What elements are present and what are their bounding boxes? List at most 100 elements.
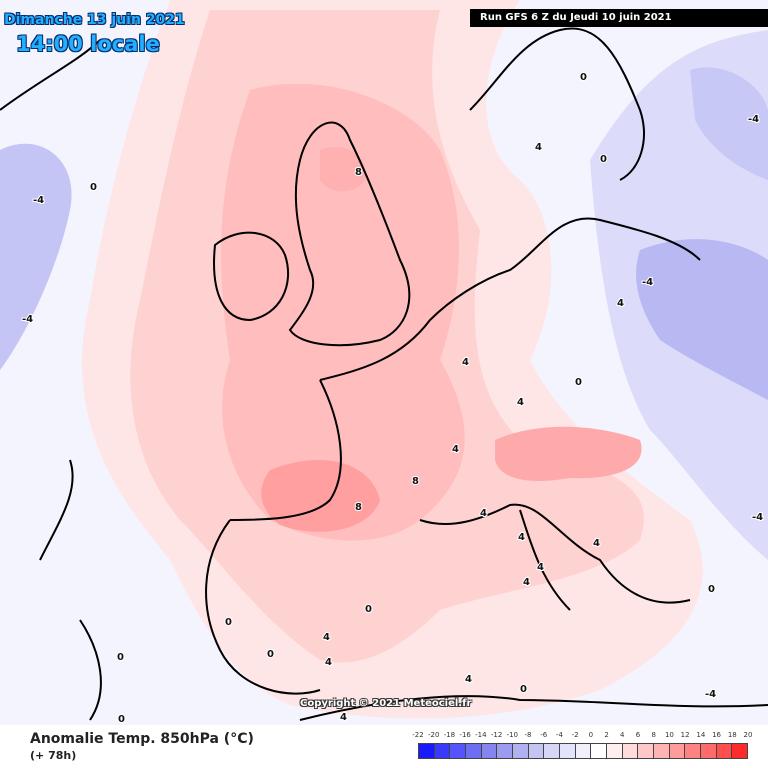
- color-scale-swatch: [419, 744, 435, 758]
- contour-label: -4: [748, 114, 759, 125]
- coast-newfoundland: [39, 459, 102, 721]
- warm-zone-france: [261, 460, 380, 532]
- contour-label: 0: [365, 604, 372, 615]
- color-scale-swatch: [481, 744, 498, 758]
- contour-label: 0: [575, 377, 582, 388]
- contour-label: 0: [117, 652, 124, 663]
- color-scale-tick: -12: [490, 731, 503, 739]
- color-scale-tick: 0: [588, 731, 594, 739]
- color-scale-swatch: [732, 744, 748, 758]
- coast-mediterranean: [419, 503, 691, 604]
- contour-label: 0: [520, 684, 527, 695]
- coast-continent: [319, 217, 701, 381]
- color-scale-swatch: [434, 744, 451, 758]
- color-scale-swatch: [560, 744, 576, 758]
- contour-label: 0: [600, 154, 607, 165]
- color-scale-swatch: [528, 744, 545, 758]
- contour-label: 8: [412, 476, 419, 487]
- color-scale-tick: -16: [459, 731, 471, 739]
- contour-label: 0: [580, 72, 587, 83]
- contour-label: 4: [452, 444, 459, 455]
- contour-label: 4: [462, 357, 469, 368]
- color-scale-bar: [418, 743, 748, 759]
- warm-zone-core: [221, 83, 465, 541]
- color-scale-swatch: [654, 744, 670, 758]
- warm-zone-alps: [495, 426, 642, 481]
- color-scale-swatch: [575, 744, 592, 758]
- cool-zone-east-core: [636, 239, 768, 400]
- contour-labels: 0 0 -4 -4 0 4 8 4 4 4 8 8 4 4 4 4 0 4 0 …: [21, 71, 764, 725]
- color-scale-swatch: [701, 744, 717, 758]
- color-scale-swatch: [622, 744, 639, 758]
- color-scale-tick: -20: [427, 731, 440, 739]
- map-footer: Anomalie Temp. 850hPa (°C) (+ 78h) -2 2 -2…: [0, 725, 768, 768]
- cool-zone-baltic: [690, 67, 768, 180]
- color-scale-tick: -14: [475, 731, 487, 739]
- forecast-date: Dimanche 13 juin 2021: [4, 12, 185, 28]
- color-scale-tick: 20: [743, 731, 753, 739]
- coast-iberia: [205, 519, 321, 695]
- color-scale-tick: -6: [540, 731, 548, 739]
- contour-label: -4: [642, 277, 653, 288]
- coast-ireland: [213, 231, 290, 322]
- coast-north-africa: [299, 695, 768, 721]
- color-scale-labels: -22 -20 -18 -16 -14 -12 -10 -8 -6 -4 -2 0 2 4 6 8 10 12 14…: [412, 731, 752, 741]
- color-scale-tick: 4: [620, 731, 625, 739]
- contour-label: 4: [535, 142, 542, 153]
- coast-italy: [519, 509, 571, 611]
- contour-label: 4: [517, 397, 524, 408]
- contour-label: 4: [537, 562, 544, 573]
- contour-label: 8: [355, 167, 362, 178]
- color-scale-swatch: [638, 744, 655, 758]
- coast-norway: [469, 27, 645, 181]
- contour-label: 0: [90, 182, 97, 193]
- contour-label: 0: [708, 584, 715, 595]
- contour-label: 4: [593, 538, 600, 549]
- variable-title: Anomalie Temp. 850hPa (°C): [30, 731, 254, 747]
- color-scale-tick: 8: [651, 731, 656, 739]
- contour-label: 4: [480, 508, 487, 519]
- warm-zone-scotland: [320, 146, 366, 192]
- contour-label: 4: [323, 632, 330, 643]
- contour-label: 4: [325, 657, 332, 668]
- contour-label: -4: [752, 512, 763, 523]
- color-scale-swatch: [607, 744, 623, 758]
- color-scale-tick: 14: [696, 731, 706, 739]
- color-scale-swatch: [716, 744, 733, 758]
- color-scale-swatch: [669, 744, 686, 758]
- coastlines: [0, 27, 768, 721]
- contour-label: 4: [523, 577, 530, 588]
- contour-label: -4: [705, 689, 716, 700]
- color-scale-swatch: [544, 744, 561, 758]
- color-scale-swatch: [497, 744, 514, 758]
- color-scale-tick: -4: [555, 731, 563, 739]
- color-scale-tick: -18: [443, 731, 456, 739]
- coast-britain: [288, 121, 411, 347]
- forecast-hour: (+ 78h): [30, 749, 77, 762]
- contour-label: 0: [118, 714, 125, 725]
- contour-label: -4: [22, 314, 33, 325]
- copyright-notice: Copyright © 2021 Meteociel.fr: [300, 698, 472, 709]
- color-scale-tick: 12: [680, 731, 690, 739]
- temperature-anomaly-map: 0 0 -4 -4 0 4 8 4 4 4 8 8 4 4 4 4 0 4 0 …: [0, 0, 768, 725]
- contour-label: 4: [465, 674, 472, 685]
- color-scale-swatch: [591, 744, 608, 758]
- color-scale-swatch: [685, 744, 702, 758]
- contour-label: 8: [355, 502, 362, 513]
- color-scale-tick: 16: [712, 731, 722, 739]
- contour-label: 0: [225, 617, 232, 628]
- color-scale-tick: 18: [727, 731, 737, 739]
- color-scale-tick: 2: [604, 731, 609, 739]
- color-scale-tick: -10: [506, 731, 518, 739]
- coast-greenland: [0, 39, 101, 111]
- color-scale-swatch: [466, 744, 482, 758]
- model-run-label: Run GFS 6 Z du Jeudi 10 juin 2021: [470, 9, 768, 27]
- contour-label: 4: [340, 712, 347, 723]
- contour-label: 0: [267, 649, 274, 660]
- color-scale-tick: -2: [571, 731, 579, 739]
- color-scale-swatch: [513, 744, 529, 758]
- cool-zone-atlantic: [0, 143, 72, 370]
- contour-label: -4: [33, 195, 44, 206]
- contour-label: 4: [518, 532, 525, 543]
- coast-france-west: [229, 379, 342, 521]
